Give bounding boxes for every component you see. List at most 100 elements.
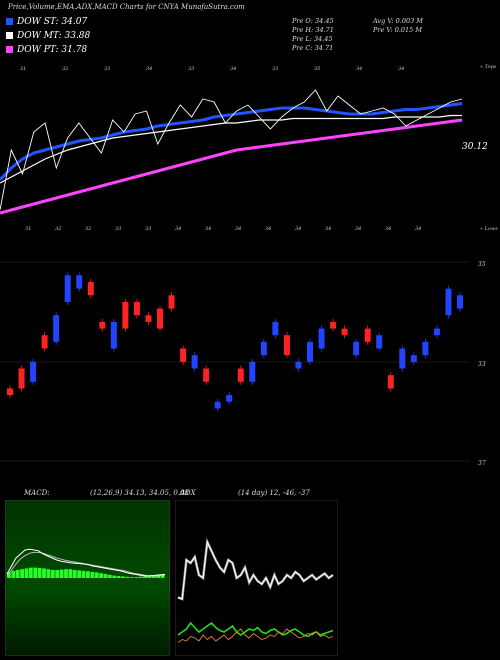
bottom-label: 34: [415, 226, 421, 232]
bottom-label: 33: [115, 226, 121, 232]
macd-histogram-bar: [107, 574, 112, 578]
candle-body: [260, 341, 267, 356]
candle-body: [249, 361, 256, 382]
candle-body: [30, 361, 37, 382]
adx-series: [177, 537, 334, 643]
macd-histogram-bar: [112, 575, 117, 578]
series-dow-pt: [0, 118, 463, 215]
volume-info: Avg V: 0.003 M Pre V: 0.015 M: [373, 17, 423, 35]
prev-high: Pre H: 34.71: [292, 26, 334, 34]
bottom-label: 34: [265, 226, 271, 232]
macd-histogram-bar: [15, 570, 20, 578]
candle-body: [145, 315, 152, 322]
macd-histogram-bar: [59, 569, 64, 578]
last-value-label: 30.12: [462, 142, 488, 152]
axis-label-37: 37: [478, 460, 486, 467]
price-ema-chart: « Tops « Lows 31 32 33 34 33 34 33 35 34 34 31 32 3…: [0, 64, 498, 232]
bottom-label: 34: [385, 226, 391, 232]
candle-body: [157, 308, 163, 329]
candles: [7, 272, 463, 412]
macd-histogram-bar: [81, 570, 86, 578]
macd-label: MACD:: [24, 489, 50, 497]
top-label: 34: [230, 66, 236, 72]
top-label: 34: [398, 66, 404, 72]
adx-params: (14 day) 12, -46, -37: [238, 489, 310, 497]
chart-title: Price,Volume,EMA,ADX,MACD Charts for CNY…: [8, 3, 245, 11]
macd-histogram-bar: [33, 567, 38, 578]
candle-body: [110, 321, 117, 349]
candle-body: [457, 295, 463, 309]
macd-histogram-bar: [86, 571, 90, 578]
candle-body: [76, 275, 83, 289]
ema-lines: [0, 89, 463, 215]
candle-body: [330, 321, 337, 329]
candle-body: [191, 355, 198, 369]
candle-body: [445, 288, 452, 316]
candle-body: [341, 328, 348, 336]
candle-body: [226, 395, 233, 402]
adx-label: ADX: [180, 489, 196, 497]
candle-body: [353, 341, 360, 356]
macd-histogram-bar: [68, 569, 73, 578]
macd-chart: [5, 500, 170, 656]
bottom-label: 31: [25, 226, 31, 232]
macd-histogram-bar: [20, 569, 24, 578]
top-label: 33: [188, 66, 194, 72]
bottom-label: 34: [325, 226, 331, 232]
macd-series: [6, 548, 166, 578]
prev-close: Pre C: 34.71: [292, 44, 334, 52]
candle-body: [214, 401, 221, 409]
macd-histogram-bar: [121, 576, 125, 578]
candle-body: [7, 388, 13, 396]
macd-histogram-bar: [50, 570, 55, 578]
candle-body: [410, 355, 417, 362]
macd-histogram-bar: [160, 574, 165, 578]
macd-histogram-bar: [7, 572, 11, 578]
bottom-label: 32: [55, 226, 61, 232]
series-dow-mt: [0, 114, 462, 184]
macd-histogram-bar: [129, 577, 134, 578]
top-label: 34: [356, 66, 362, 72]
candle-body: [180, 348, 187, 362]
prev-low: Pre L: 34.45: [292, 35, 333, 43]
candle-body: [399, 348, 406, 369]
candle-body: [318, 328, 325, 349]
candle-body: [53, 315, 60, 342]
bottom-label: 34: [235, 226, 241, 232]
legend-swatch-magenta: [6, 46, 13, 53]
macd-histogram-bar: [11, 570, 16, 578]
series-dow-st: [0, 102, 463, 182]
bottom-label: 33: [145, 226, 151, 232]
macd-histogram-bar: [147, 576, 152, 578]
candle-body: [122, 301, 129, 329]
bottom-label: 32: [85, 226, 91, 232]
macd-histogram-bar: [28, 567, 33, 578]
candle-body: [203, 368, 210, 382]
legend-swatch-white: [6, 32, 13, 39]
bottom-label: 34: [295, 226, 301, 232]
top-label: 33: [104, 66, 110, 72]
macd-histogram-bar: [138, 576, 143, 578]
legend-swatch-blue: [6, 18, 13, 25]
axis-label-35: 35: [478, 261, 486, 268]
candle-body: [376, 335, 383, 349]
macd-line: [6, 548, 166, 577]
macd-histogram-bar: [156, 575, 160, 578]
legend-dow-st: DOW ST: 34.07: [6, 17, 90, 31]
candle-body: [433, 328, 440, 336]
candle-body: [422, 341, 429, 356]
macd-histogram-bar: [90, 572, 95, 578]
bottom-labels: 31 32 32 33 33 34 34 34 34 34 34 34 34 34: [25, 226, 421, 232]
candle-body: [272, 321, 279, 336]
candle-body: [18, 368, 25, 389]
bottom-label: 34: [355, 226, 361, 232]
candle-body: [87, 281, 94, 296]
adx-line: [177, 539, 334, 600]
candle-body: [307, 341, 313, 362]
top-label: 33: [272, 66, 278, 72]
top-label: 34: [146, 66, 152, 72]
lows-label: « Lows: [480, 226, 498, 232]
axis-label-33: 33: [478, 361, 486, 368]
plus-di-line: [177, 621, 334, 638]
candle-body: [168, 295, 175, 309]
